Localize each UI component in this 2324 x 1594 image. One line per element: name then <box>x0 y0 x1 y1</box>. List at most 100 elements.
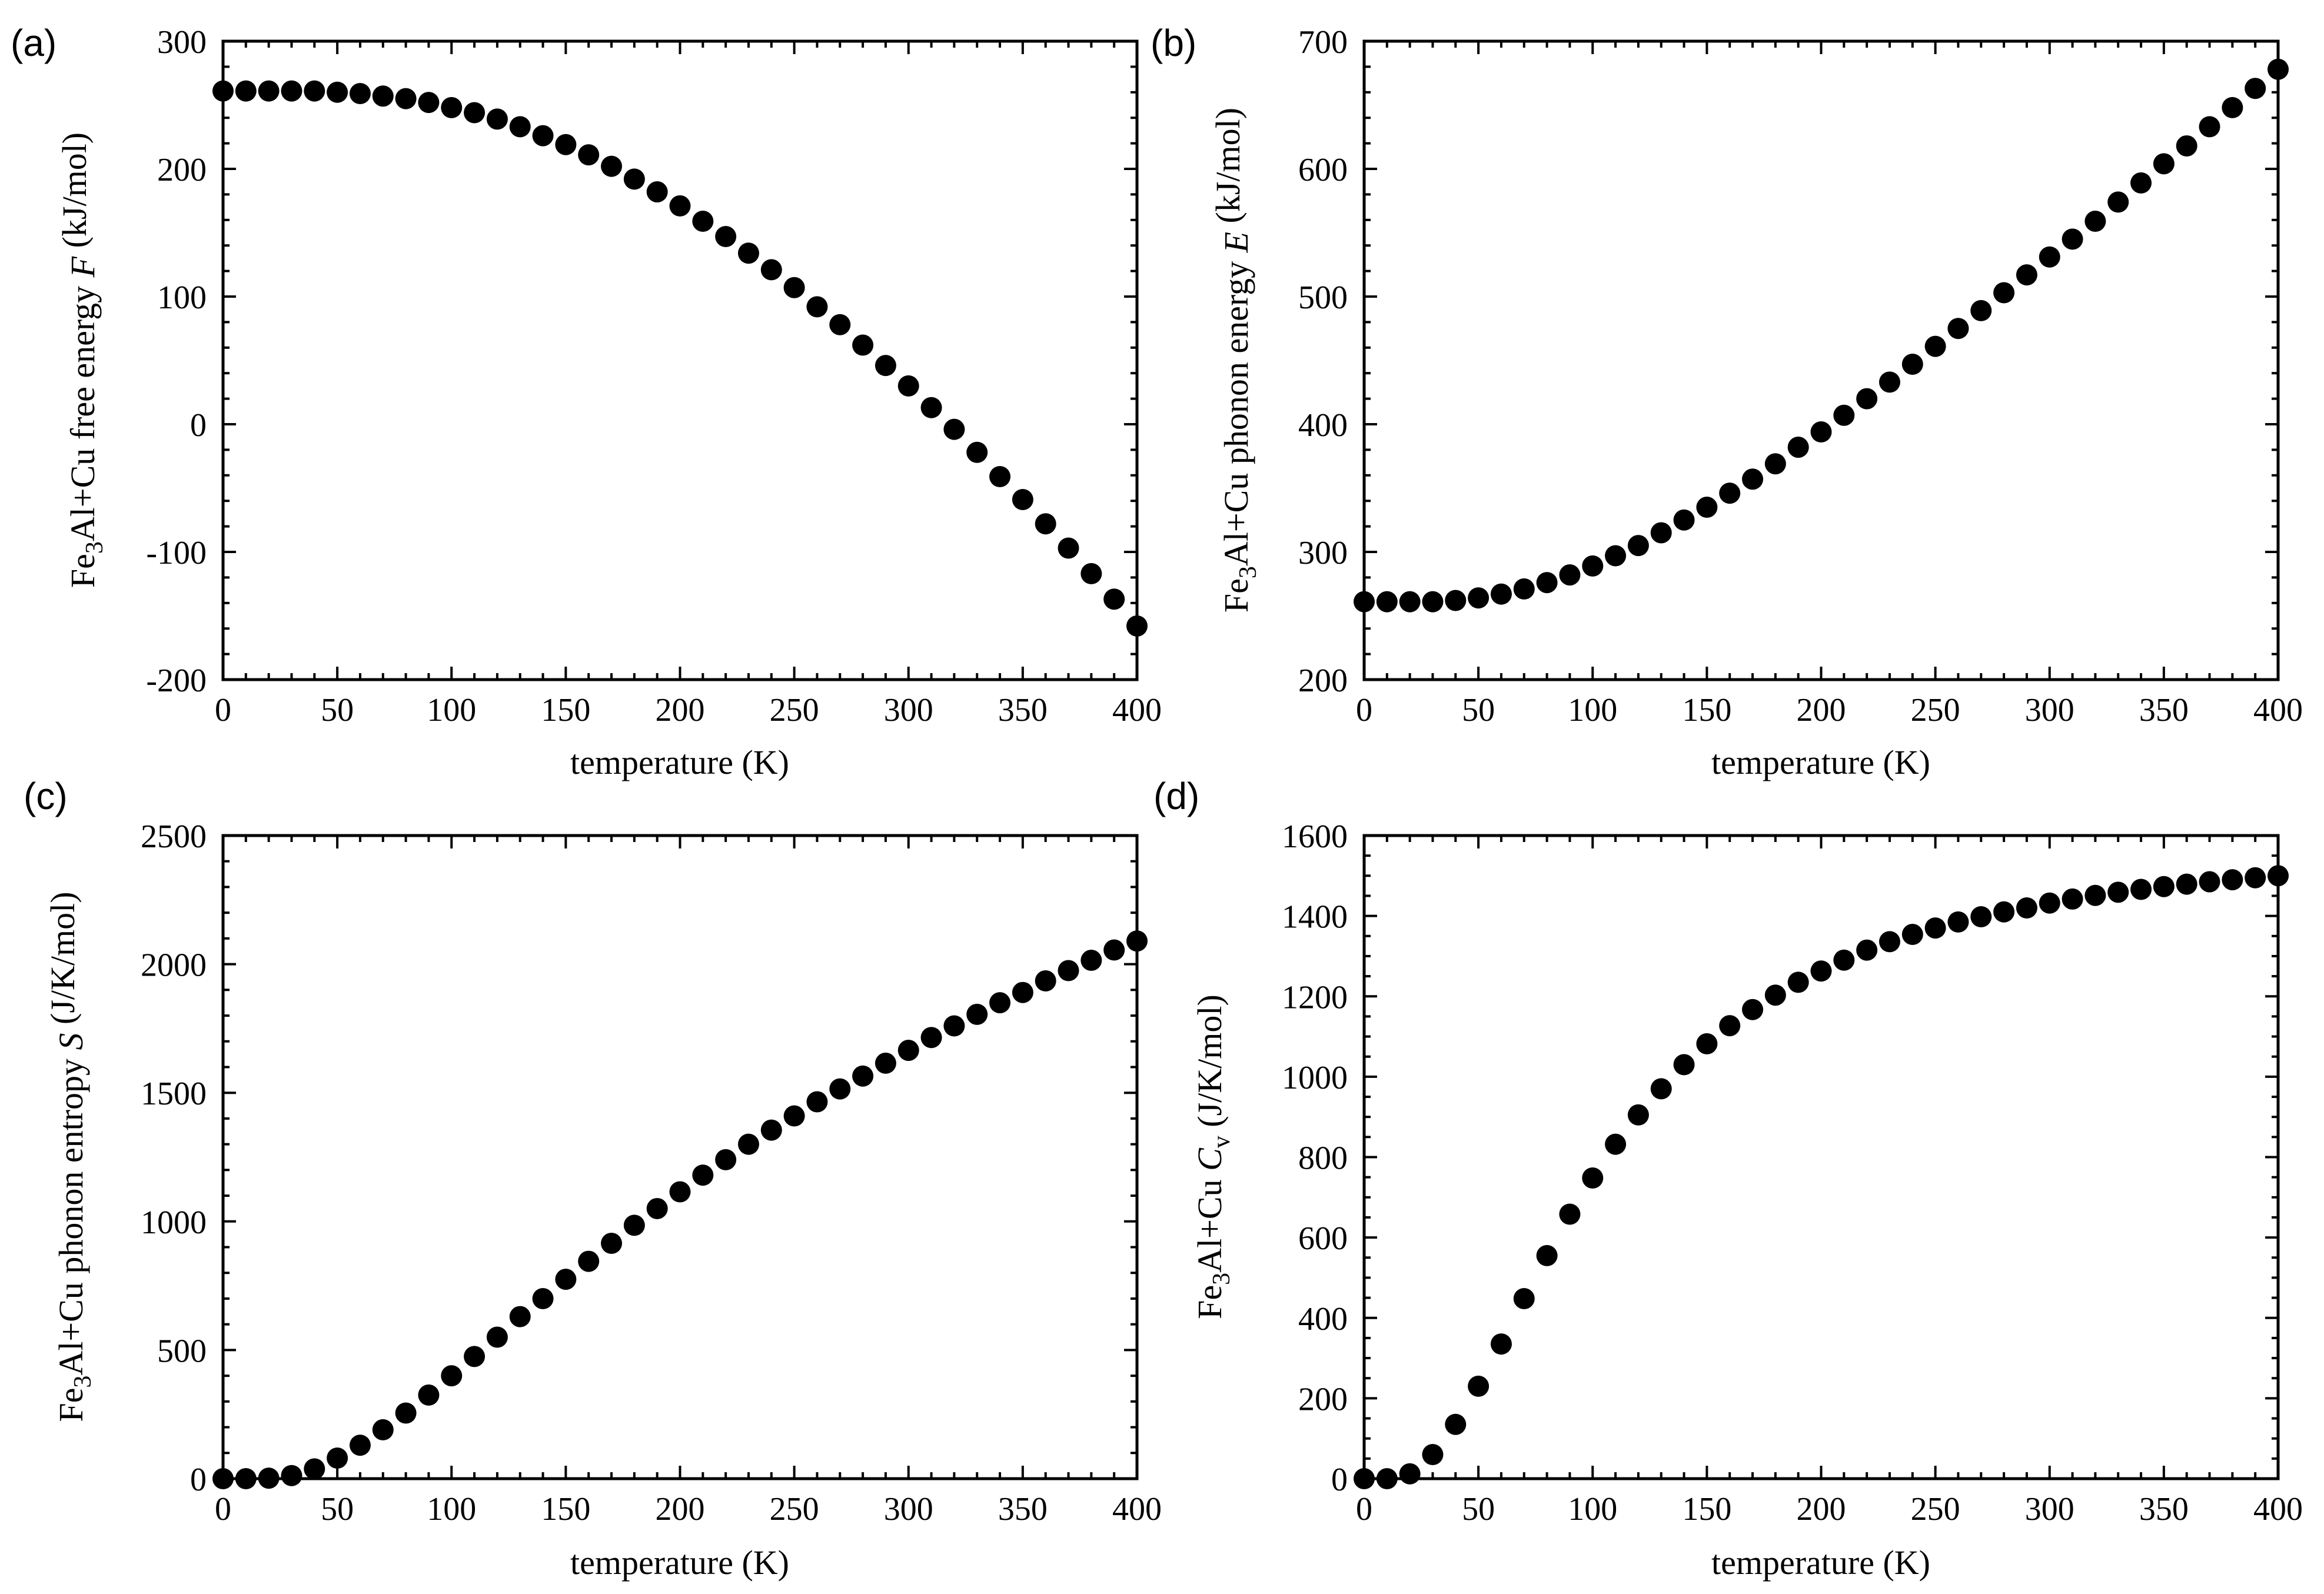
x-tick-label: 400 <box>1112 1491 1162 1528</box>
panel-a: (a) 0 50 100 150 200 250 300 350 400 -200 -100 0 10… <box>11 22 1162 781</box>
x-tick-label: 150 <box>1682 1491 1731 1528</box>
data-point <box>1696 1033 1718 1054</box>
data-point <box>1719 1015 1741 1037</box>
data-point <box>1376 591 1398 613</box>
x-tick-label: 350 <box>2139 1491 2189 1528</box>
data-point <box>2039 892 2060 914</box>
data-point <box>1536 572 1558 594</box>
data-point <box>1742 468 1764 490</box>
data-point <box>212 1468 234 1489</box>
data-point <box>2039 246 2060 268</box>
data-point <box>601 1232 623 1254</box>
x-tick-label: 50 <box>321 1491 354 1528</box>
data-point <box>2176 135 2197 157</box>
data-point <box>1468 587 1490 609</box>
x-tick-label: 100 <box>1568 1491 1617 1528</box>
panel-d: (d) 0 50 100 150 200 250 300 350 400 0 200 400 600 8… <box>1153 775 2303 1582</box>
panel-a-data-series <box>212 80 1148 637</box>
data-point <box>829 314 851 335</box>
data-point <box>920 1027 942 1049</box>
data-point <box>1126 930 1148 952</box>
data-point <box>1833 949 1855 971</box>
data-point <box>2107 191 2129 213</box>
data-point <box>1103 588 1125 610</box>
data-point <box>715 1149 737 1170</box>
data-point <box>623 1214 645 1236</box>
y-tick-label: 0 <box>190 407 207 444</box>
data-point <box>1035 970 1056 992</box>
data-point <box>1605 545 1627 567</box>
x-tick-label: 100 <box>1568 692 1617 728</box>
x-tick-label: 400 <box>1112 692 1162 728</box>
data-point <box>1035 513 1056 535</box>
data-point <box>1012 489 1033 511</box>
data-point <box>646 181 668 203</box>
data-point <box>1559 1203 1581 1225</box>
data-point <box>2016 264 2037 286</box>
data-point <box>532 125 554 147</box>
data-point <box>327 1447 348 1469</box>
data-point <box>1422 591 1444 613</box>
data-point <box>1559 564 1581 586</box>
data-point <box>578 1250 600 1272</box>
x-tick-label: 200 <box>1797 1491 1846 1528</box>
y-tick-label: 1000 <box>141 1204 207 1241</box>
data-point <box>989 992 1011 1014</box>
y-tick-label: 400 <box>1298 407 1348 444</box>
data-point <box>2130 878 2152 900</box>
y-tick-label: 300 <box>157 24 207 61</box>
x-tick-label: 300 <box>884 692 933 728</box>
data-point <box>943 418 965 440</box>
data-point <box>441 96 463 118</box>
panel-c-x-axis-label: temperature (K) <box>570 1543 789 1582</box>
data-point <box>966 1003 988 1025</box>
data-point <box>1787 437 1809 458</box>
data-point <box>1376 1468 1398 1489</box>
y-tick-label: 100 <box>157 279 207 316</box>
data-point <box>2107 881 2129 903</box>
data-point <box>1126 615 1148 637</box>
panel-a-plot-frame <box>221 39 1139 681</box>
x-tick-label: 0 <box>215 1491 231 1528</box>
data-point <box>1399 1463 1421 1485</box>
panel-c-plot-frame <box>221 834 1139 1480</box>
x-tick-label: 250 <box>1911 1491 1960 1528</box>
data-point <box>441 1365 463 1387</box>
data-point <box>1764 984 1786 1006</box>
data-point <box>1993 901 2015 923</box>
data-point <box>258 80 280 102</box>
panel-d-plot-frame <box>1362 834 2280 1480</box>
data-point <box>760 259 782 281</box>
data-point <box>395 88 417 109</box>
data-point <box>897 375 919 397</box>
panel-d-label: (d) <box>1153 775 1199 817</box>
data-point <box>601 155 623 177</box>
data-point <box>806 296 828 318</box>
data-point <box>715 226 737 248</box>
data-point <box>1468 1375 1490 1397</box>
panel-c-y-axis-label: Fe3Al+Cu phonon entropy S (J/K/mol) <box>44 891 97 1422</box>
x-tick-label: 250 <box>1911 692 1960 728</box>
data-point <box>737 1133 759 1155</box>
y-tick-label: 1400 <box>1282 899 1348 936</box>
x-tick-label: 50 <box>1462 692 1495 728</box>
data-point <box>1445 590 1467 611</box>
x-tick-label: 350 <box>998 1491 1048 1528</box>
data-point <box>943 1015 965 1037</box>
data-point <box>2199 871 2220 893</box>
data-point <box>1582 555 1604 577</box>
data-point <box>692 1164 714 1186</box>
data-point <box>258 1467 280 1489</box>
data-point <box>1513 1287 1535 1309</box>
y-tick-label: 200 <box>1298 1381 1348 1417</box>
data-point <box>852 334 874 356</box>
data-point <box>1810 421 1832 443</box>
data-point <box>2084 210 2106 232</box>
data-point <box>2153 876 2175 897</box>
panel-b-x-axis-label: temperature (K) <box>1711 743 1930 781</box>
panel-a-label: (a) <box>11 22 56 64</box>
data-point <box>349 82 371 104</box>
data-point <box>304 1458 325 1480</box>
x-tick-label: 300 <box>2025 692 2074 728</box>
data-point <box>669 1181 691 1203</box>
